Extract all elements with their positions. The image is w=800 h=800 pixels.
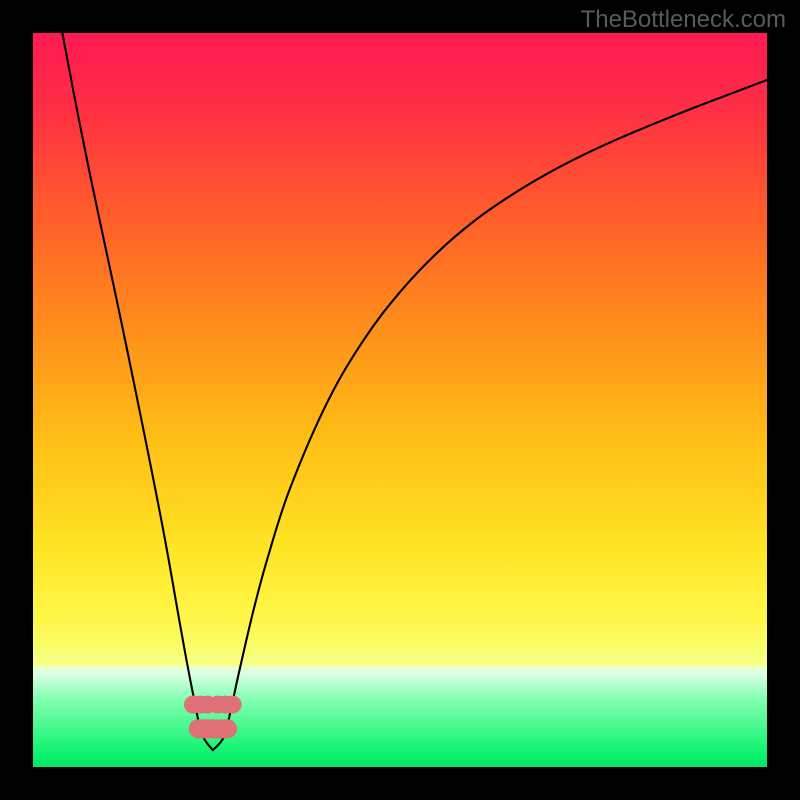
- marker-dot: [224, 696, 242, 714]
- chart-frame: TheBottleneck.com: [0, 0, 800, 800]
- bottleneck-curve: [33, 33, 767, 767]
- curve-left-branch: [62, 33, 212, 750]
- watermark-text: TheBottleneck.com: [581, 6, 786, 34]
- plot-area: [33, 33, 767, 767]
- curve-right-branch: [213, 80, 767, 750]
